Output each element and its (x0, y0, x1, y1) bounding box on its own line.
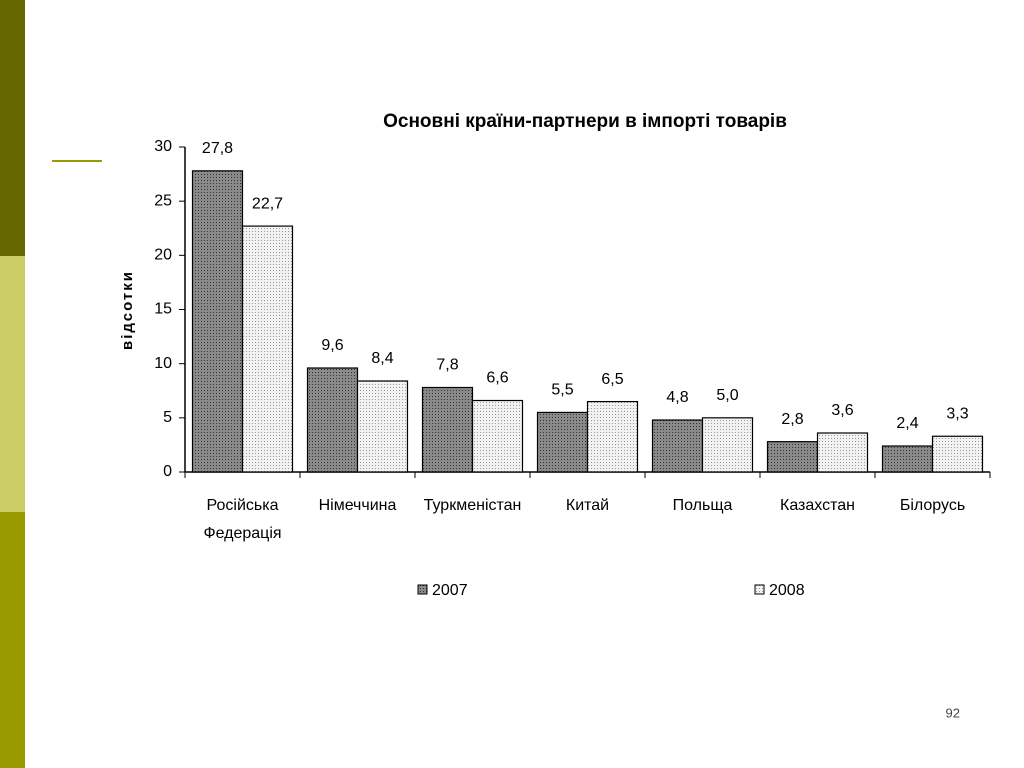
bar (881, 445, 934, 473)
value-label: 4,8 (666, 389, 688, 406)
x-tick-label: Китай (566, 497, 609, 514)
x-tick-label: Туркменістан (424, 497, 522, 514)
legend-label: 2008 (769, 582, 805, 599)
value-label: 3,3 (946, 405, 968, 422)
bar (356, 380, 409, 473)
chart-title: Основні країни-партнери в імпорті товарі… (383, 111, 787, 132)
value-label: 6,6 (486, 370, 508, 387)
y-tick-label: 30 (154, 138, 172, 155)
value-label: 27,8 (202, 140, 233, 157)
side-band (0, 512, 25, 768)
value-label: 3,6 (831, 402, 853, 419)
bar (651, 419, 704, 473)
bar (306, 367, 359, 473)
value-label: 9,6 (321, 337, 343, 354)
y-axis-label: відсотки (119, 270, 136, 350)
bar (536, 411, 589, 473)
y-tick-label: 25 (154, 192, 172, 209)
value-label: 22,7 (252, 195, 283, 212)
bar (421, 386, 474, 473)
bar (816, 432, 869, 473)
value-label: 7,8 (436, 357, 458, 374)
legend-swatch (417, 584, 428, 595)
bar (586, 400, 639, 473)
bar (701, 417, 754, 473)
legend-label: 2007 (432, 582, 468, 599)
bar (191, 170, 244, 473)
value-label: 2,4 (896, 415, 918, 432)
x-tick-label: Німеччина (319, 497, 397, 514)
y-tick-label: 15 (154, 301, 172, 318)
y-tick-label: 0 (163, 463, 172, 480)
value-label: 5,5 (551, 382, 573, 399)
bar (931, 435, 984, 473)
side-band (0, 256, 25, 512)
page-number: 92 (946, 705, 960, 720)
y-tick-label: 5 (163, 409, 172, 426)
x-tick-label: Казахстан (780, 497, 855, 514)
value-label: 5,0 (716, 387, 738, 404)
value-label: 2,8 (781, 411, 803, 428)
y-tick-label: 10 (154, 355, 172, 372)
value-label: 8,4 (371, 350, 393, 367)
side-band (0, 0, 25, 256)
x-tick-label: Польща (673, 497, 733, 514)
legend-swatch (754, 584, 765, 595)
value-label: 6,5 (601, 371, 623, 388)
x-tick-label: Російська Федерація (203, 497, 281, 542)
bar (471, 399, 524, 473)
bar (766, 441, 819, 473)
bar (241, 225, 294, 473)
y-tick-label: 20 (154, 247, 172, 264)
x-tick-label: Білорусь (900, 497, 965, 514)
